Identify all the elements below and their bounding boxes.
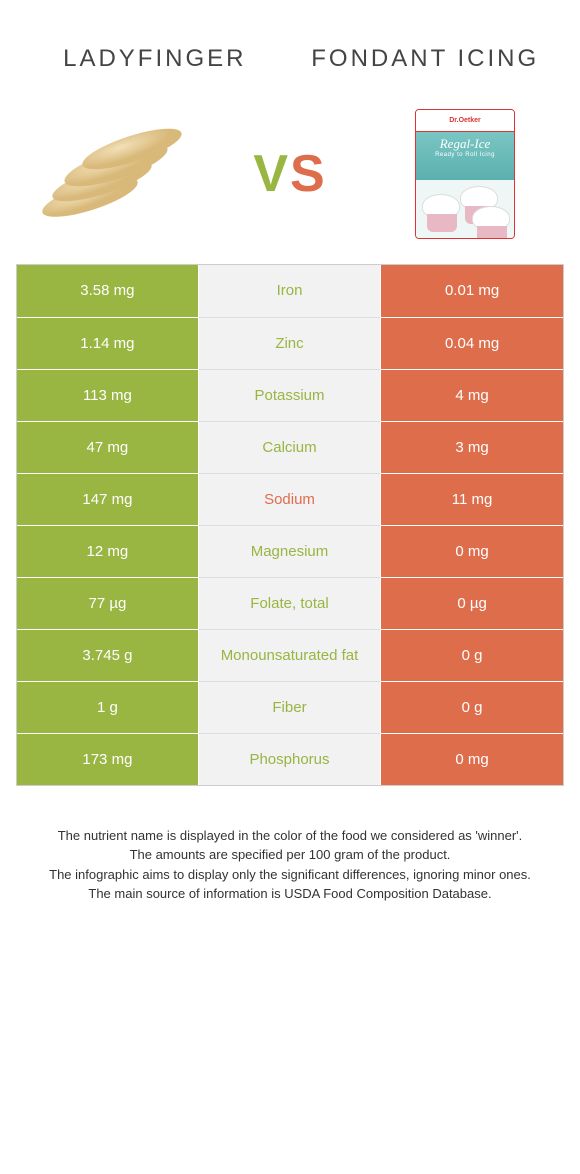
nutrient-name: Phosphorus	[199, 733, 381, 785]
left-value: 173 mg	[17, 733, 199, 785]
nutrient-name: Monounsaturated fat	[199, 629, 381, 681]
ladyfinger-image	[40, 114, 190, 234]
nutrient-name: Zinc	[199, 317, 381, 369]
table-row: 3.58 mgIron0.01 mg	[17, 265, 563, 317]
fondant-image: Dr.Oetker Regal-Ice Ready to Roll Icing	[390, 114, 540, 234]
table-row: 47 mgCalcium3 mg	[17, 421, 563, 473]
right-value: 3 mg	[381, 421, 563, 473]
right-food-title: Fondant icing	[300, 45, 550, 74]
nutrient-table: 3.58 mgIron0.01 mg1.14 mgZinc0.04 mg113 …	[16, 264, 564, 786]
left-value: 3.745 g	[17, 629, 199, 681]
left-value: 1 g	[17, 681, 199, 733]
nutrient-name: Fiber	[199, 681, 381, 733]
table-row: 1.14 mgZinc0.04 mg	[17, 317, 563, 369]
table-row: 113 mgPotassium4 mg	[17, 369, 563, 421]
left-food-title: Ladyfinger	[30, 45, 280, 74]
left-value: 147 mg	[17, 473, 199, 525]
nutrient-name: Magnesium	[199, 525, 381, 577]
footnote-line: The amounts are specified per 100 gram o…	[30, 845, 550, 865]
table-row: 3.745 gMonounsaturated fat0 g	[17, 629, 563, 681]
right-value: 0 g	[381, 681, 563, 733]
footnote-line: The infographic aims to display only the…	[30, 865, 550, 885]
right-value: 4 mg	[381, 369, 563, 421]
left-value: 47 mg	[17, 421, 199, 473]
left-value: 3.58 mg	[17, 265, 199, 317]
table-row: 147 mgSodium11 mg	[17, 473, 563, 525]
right-value: 0 µg	[381, 577, 563, 629]
nutrient-name: Iron	[199, 265, 381, 317]
footnote-line: The nutrient name is displayed in the co…	[30, 826, 550, 846]
left-value: 12 mg	[17, 525, 199, 577]
vs-s: S	[290, 145, 327, 203]
fondant-brand: Dr.Oetker	[416, 110, 514, 132]
vs-v: V	[253, 145, 290, 203]
header: Ladyfinger Fondant icing	[0, 0, 580, 94]
footnote-line: The main source of information is USDA F…	[30, 884, 550, 904]
left-value: 77 µg	[17, 577, 199, 629]
fondant-name: Regal-Ice	[416, 136, 514, 152]
left-value: 113 mg	[17, 369, 199, 421]
right-value: 0.01 mg	[381, 265, 563, 317]
images-row: VS Dr.Oetker Regal-Ice Ready to Roll Ici…	[0, 94, 580, 264]
footnotes: The nutrient name is displayed in the co…	[0, 786, 580, 904]
nutrient-name: Folate, total	[199, 577, 381, 629]
table-row: 77 µgFolate, total0 µg	[17, 577, 563, 629]
right-value: 11 mg	[381, 473, 563, 525]
table-row: 1 gFiber0 g	[17, 681, 563, 733]
right-value: 0 mg	[381, 525, 563, 577]
right-value: 0 g	[381, 629, 563, 681]
vs-label: VS	[253, 144, 326, 204]
right-value: 0 mg	[381, 733, 563, 785]
table-row: 173 mgPhosphorus0 mg	[17, 733, 563, 785]
right-value: 0.04 mg	[381, 317, 563, 369]
nutrient-name: Potassium	[199, 369, 381, 421]
nutrient-name: Calcium	[199, 421, 381, 473]
table-row: 12 mgMagnesium0 mg	[17, 525, 563, 577]
left-value: 1.14 mg	[17, 317, 199, 369]
fondant-tag: Ready to Roll Icing	[416, 152, 514, 158]
nutrient-name: Sodium	[199, 473, 381, 525]
